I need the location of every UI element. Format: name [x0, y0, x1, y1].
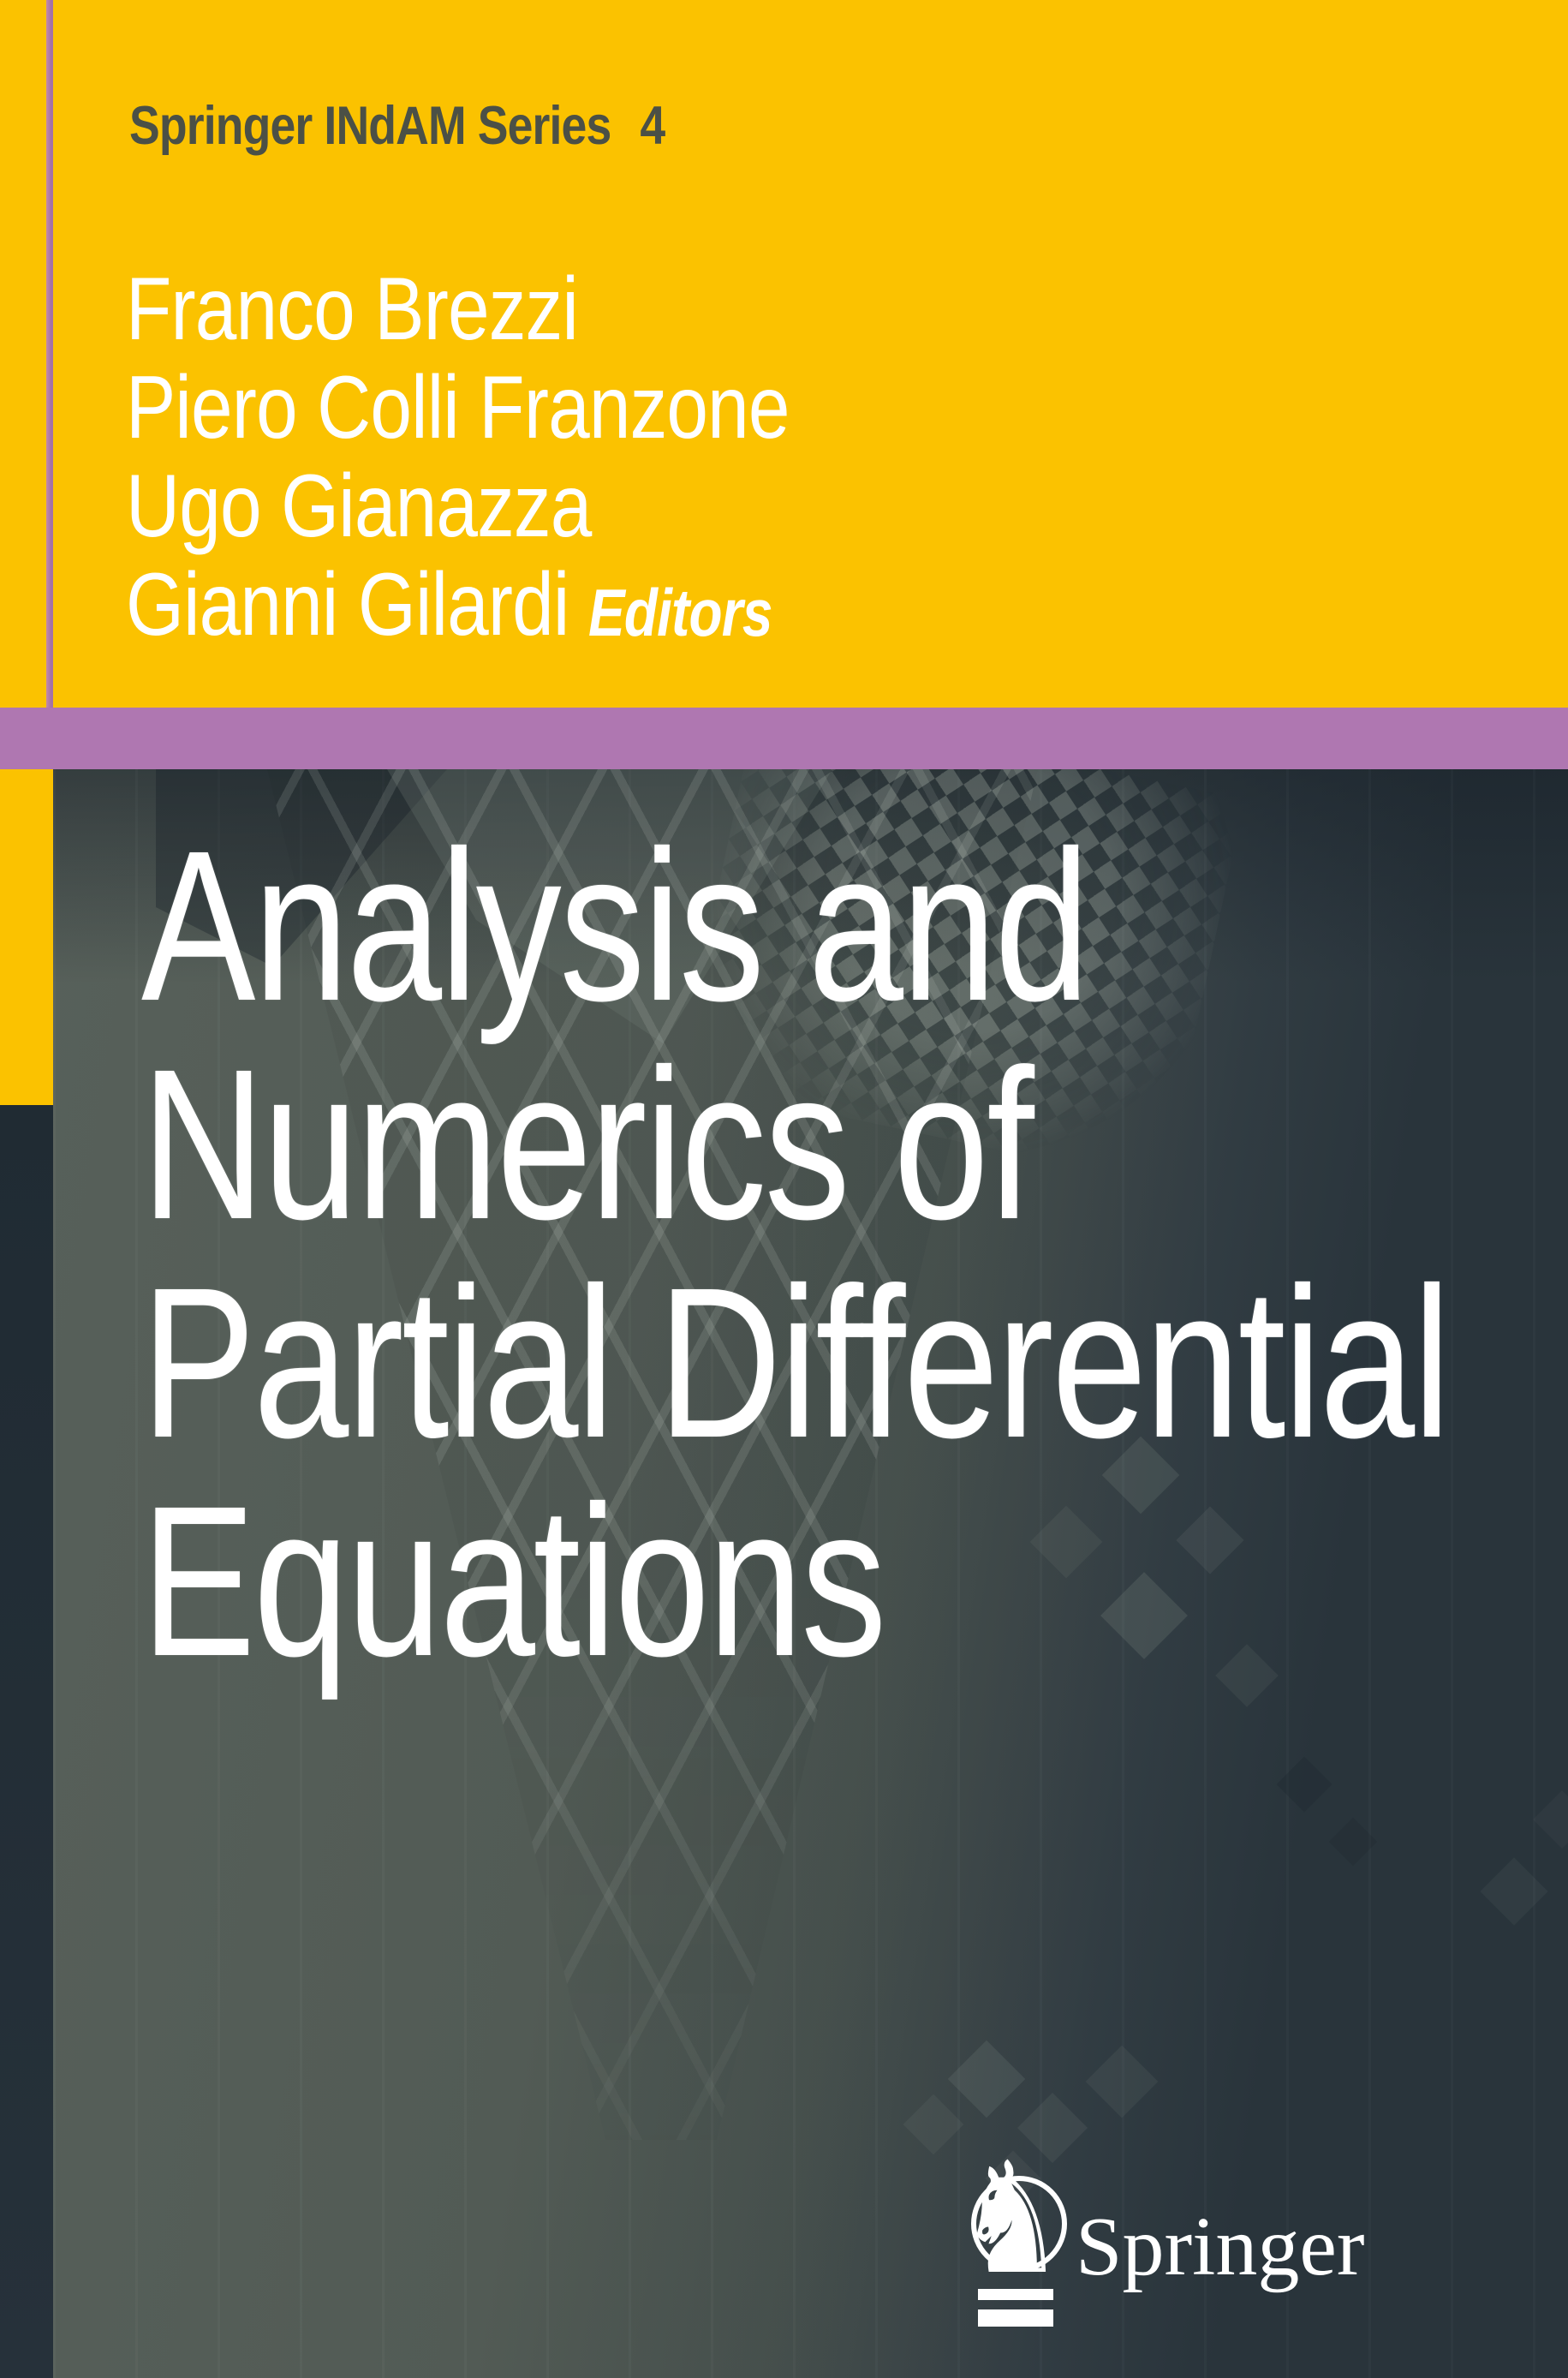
series-header: Springer INdAM Series 4: [129, 99, 665, 153]
editors-list: Franco Brezzi Piero Colli Franzone Ugo G…: [126, 260, 790, 654]
series-number: 4: [640, 96, 665, 156]
purple-band: [0, 708, 1568, 769]
logo-pedestal-bar: [978, 2309, 1053, 2327]
yellow-left-column: [0, 769, 53, 1105]
title-line: Equations: [141, 1461, 886, 1700]
editor-name: Gianni Gilardi: [126, 555, 569, 654]
title-line: Numerics of: [141, 1025, 1034, 1264]
title-line: Partial Differential: [141, 1243, 1451, 1482]
background-art: [53, 769, 1568, 2378]
accent-vertical-line: [46, 0, 53, 708]
dark-left-column: [0, 1105, 53, 2378]
publisher-name: Springer: [1076, 2201, 1365, 2293]
logo-circle: [971, 2176, 1067, 2272]
springer-knight-horse-icon: ♞: [957, 2130, 1065, 2309]
series-label: Springer INdAM Series: [129, 96, 611, 156]
vertical-banding-texture: [53, 769, 1568, 2378]
logo-pedestal-bar: [978, 2289, 1053, 2300]
editor-name: Franco Brezzi: [126, 260, 579, 359]
editors-role-label: Editors: [588, 575, 772, 650]
editor-name: Ugo Gianazza: [126, 457, 592, 556]
editor-name: Piero Colli Franzone: [126, 358, 790, 457]
book-title: Analysis and Numerics of Partial Differe…: [141, 806, 1451, 1700]
title-line: Analysis and: [141, 806, 1090, 1045]
